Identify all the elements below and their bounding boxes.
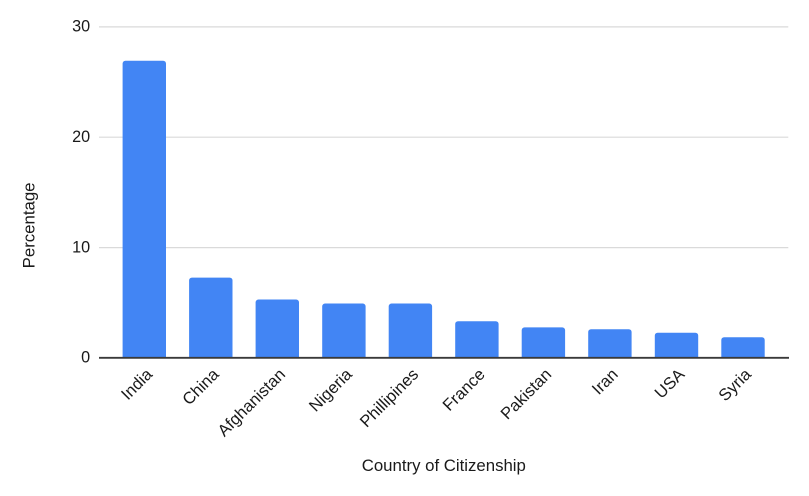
svg-text:20: 20 [72,128,90,146]
svg-text:Percentage: Percentage [19,182,38,268]
svg-text:10: 10 [72,238,90,256]
svg-text:Country of Citizenship: Country of Citizenship [362,456,526,475]
svg-text:30: 30 [72,18,90,36]
svg-text:0: 0 [81,349,90,367]
